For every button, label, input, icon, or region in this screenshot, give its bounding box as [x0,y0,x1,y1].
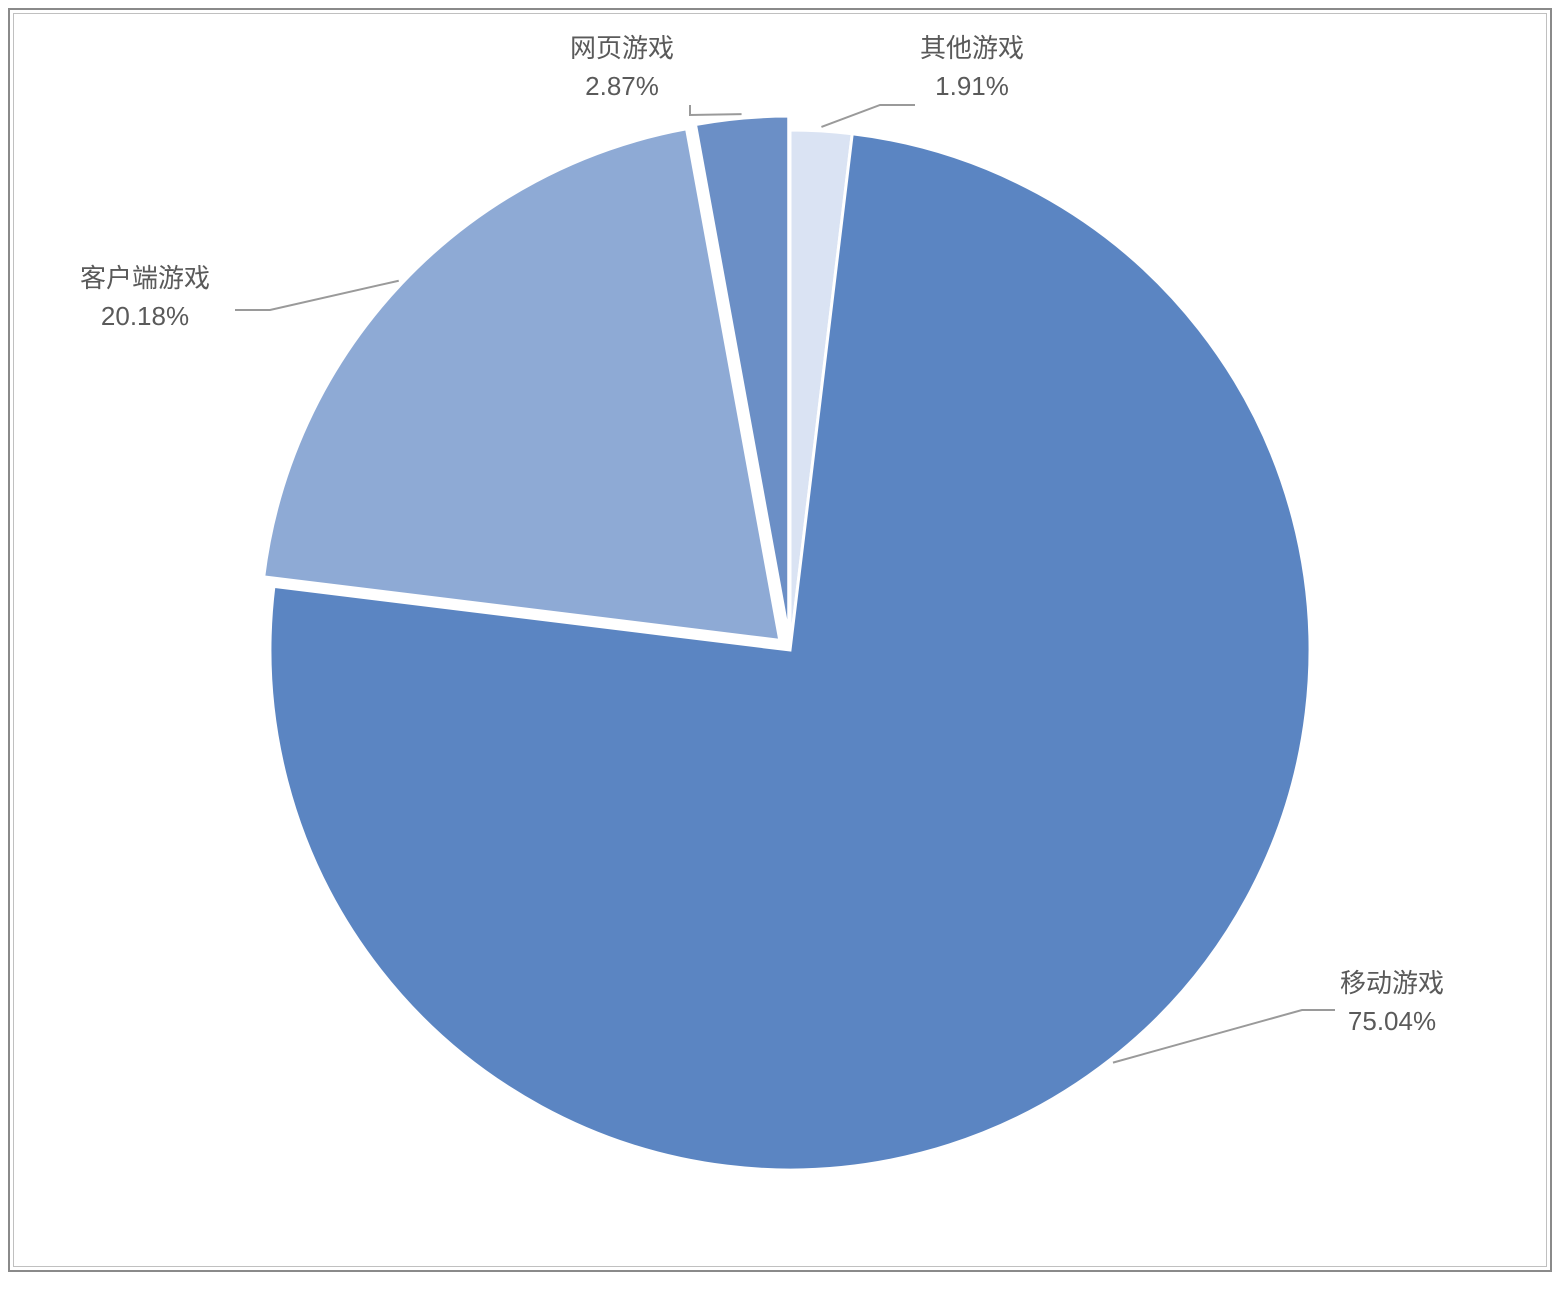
slice-label-percent: 2.87% [570,68,674,106]
leader-line [821,105,915,127]
chart-frame: 其他游戏 1.91% 移动游戏 75.04% 客户端游戏 20.18% 网页游戏 2.87% [8,8,1552,1272]
slice-label-name: 网页游戏 [570,33,674,63]
leader-line [235,281,399,310]
slice-label-name: 客户端游戏 [80,263,210,293]
slice-label-name: 其他游戏 [920,33,1024,63]
slice-label: 移动游戏 75.04% [1340,965,1444,1040]
slice-label: 客户端游戏 20.18% [80,260,210,335]
pie-slice [264,129,780,641]
slice-label-name: 移动游戏 [1340,968,1444,998]
pie-chart [10,10,1560,1290]
slice-label: 其他游戏 1.91% [920,30,1024,105]
slice-label-percent: 75.04% [1340,1003,1444,1041]
slice-label: 网页游戏 2.87% [570,30,674,105]
leader-line [690,105,742,115]
slice-label-percent: 20.18% [80,298,210,336]
slice-label-percent: 1.91% [920,68,1024,106]
